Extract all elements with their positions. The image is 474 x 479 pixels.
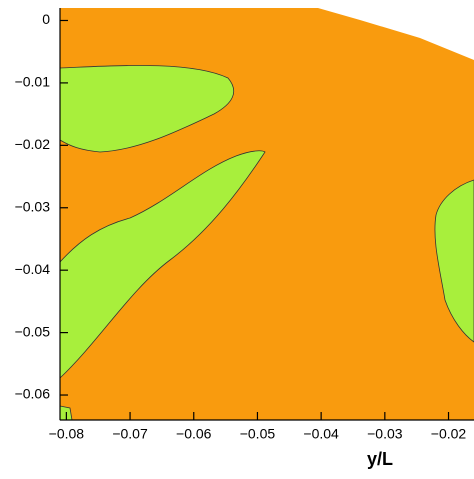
x-tick-label: −0.08 [49, 426, 85, 442]
x-tick-label: −0.06 [176, 426, 212, 442]
x-tick-label: −0.07 [112, 426, 148, 442]
y-tick-label: −0.06 [15, 386, 51, 402]
y-tick-label: −0.05 [15, 323, 51, 339]
y-tick-label: 0 [42, 11, 50, 27]
y-tick-label: −0.01 [15, 74, 51, 90]
contour-region [434, 179, 474, 343]
x-tick-label: −0.03 [367, 426, 403, 442]
blank-region [318, 8, 474, 60]
x-tick-label: −0.02 [431, 426, 467, 442]
x-axis-label: y/L [367, 449, 393, 469]
x-tick-label: −0.04 [303, 426, 339, 442]
y-tick-label: −0.03 [15, 198, 51, 214]
contour-region [59, 150, 266, 379]
y-tick-label: −0.02 [15, 136, 51, 152]
y-tick-label: −0.04 [15, 261, 51, 277]
x-tick-label: −0.05 [240, 426, 276, 442]
contour-region [59, 65, 234, 153]
